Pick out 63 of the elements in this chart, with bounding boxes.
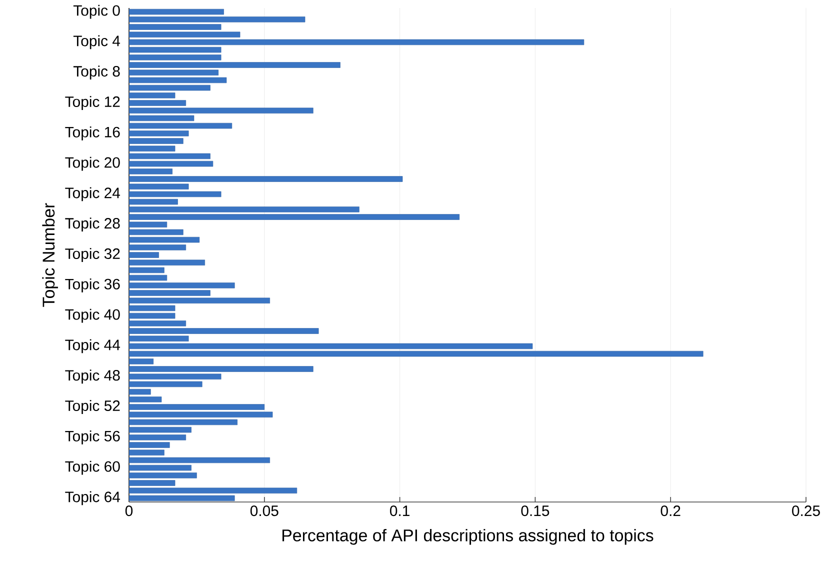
bar: [129, 480, 176, 486]
y-tick-label: Topic 24: [65, 187, 120, 202]
bar: [129, 336, 189, 342]
bar: [129, 70, 219, 76]
bar: [129, 108, 314, 114]
x-tick-label: 0: [125, 506, 133, 516]
bar: [129, 168, 172, 174]
bar: [129, 54, 222, 60]
bar: [129, 320, 186, 326]
bar: [129, 176, 403, 182]
y-tick-label: Topic 28: [65, 218, 120, 232]
y-tick-label: Topic 12: [65, 96, 120, 110]
x-axis-title: Percentage of API descriptions assigned to topics: [282, 528, 654, 545]
y-tick-label: Topic 0: [73, 4, 120, 19]
bar: [129, 100, 186, 106]
y-tick-label: Topic 20: [65, 156, 120, 171]
bar: [129, 214, 460, 220]
y-tick-label: Topic 64: [65, 491, 120, 506]
y-tick-label: Topic 56: [65, 430, 120, 444]
y-tick-label: Topic 44: [65, 339, 120, 354]
bar: [129, 366, 314, 372]
bar: [129, 260, 205, 266]
bar: [129, 16, 306, 22]
x-tick-label: 0.2: [660, 506, 680, 516]
bar: [129, 206, 360, 212]
x-tick-label: 0.15: [521, 506, 550, 516]
y-tick-label: Topic 40: [65, 308, 120, 323]
y-tick-label: Topic 36: [65, 278, 120, 292]
bar: [129, 450, 164, 456]
bar: [129, 374, 222, 380]
bar: [129, 146, 176, 152]
y-tick-label: Topic 16: [65, 126, 120, 140]
bar: [129, 62, 340, 68]
x-tick-label: 0.1: [390, 506, 410, 516]
y-tick-label: Topic 52: [65, 400, 120, 414]
bar: [129, 290, 210, 296]
y-tick-label: Topic 60: [65, 460, 120, 475]
bar: [129, 130, 189, 136]
bar: [129, 488, 298, 494]
y-tick-label: Topic 4: [73, 35, 120, 50]
bar: [129, 404, 265, 410]
y-axis-title: Topic Number: [42, 203, 58, 307]
bar: [129, 442, 170, 448]
y-tick-label: Topic 48: [65, 370, 120, 384]
bar: [129, 472, 197, 478]
bar: [129, 328, 319, 334]
y-tick-label: Topic 32: [65, 248, 120, 262]
x-tick-label: 0.05: [250, 506, 278, 516]
bar: [129, 396, 162, 402]
bar: [129, 184, 189, 190]
bar: [129, 222, 168, 228]
bar: [129, 244, 186, 250]
y-tick-label: Topic 8: [73, 66, 120, 80]
bar: [129, 138, 184, 144]
bar: [129, 298, 270, 304]
bar: [129, 32, 240, 38]
bar: [129, 434, 186, 440]
bar: [129, 252, 159, 258]
bar: [129, 282, 235, 288]
x-tick-label: 0.25: [792, 506, 820, 516]
bar: [129, 412, 273, 418]
bar: [129, 92, 176, 98]
bar: [129, 24, 222, 30]
